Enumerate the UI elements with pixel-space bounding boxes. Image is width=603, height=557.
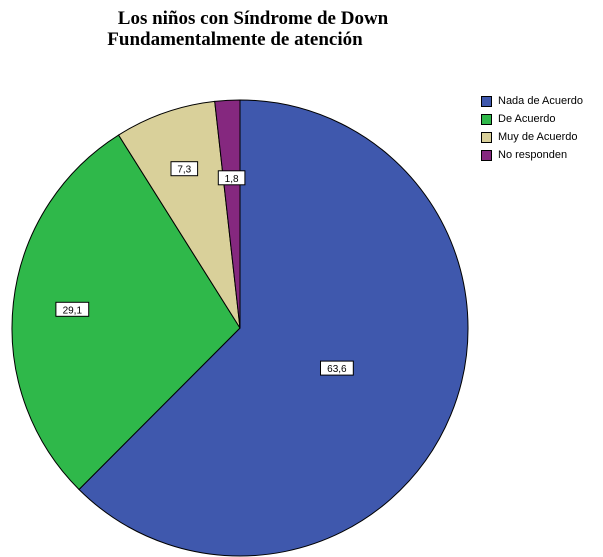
legend-label: No responden <box>498 149 568 161</box>
legend-label: Muy de Acuerdo <box>498 131 578 143</box>
data-label-muy-de-acuerdo: 7,3 <box>170 161 199 177</box>
legend-item-muy-de-acuerdo: Muy de Acuerdo <box>481 128 583 146</box>
svg-text:1,8: 1,8 <box>225 174 239 185</box>
svg-text:63,6: 63,6 <box>327 364 347 375</box>
legend-item-no-responden: No responden <box>481 146 583 164</box>
pie-slice-muy-de-acuerdo <box>117 100 241 329</box>
chart-title-line-1: Los niños con Síndrome de Down <box>117 8 389 29</box>
chart-title-line-2: Fundamentalmente de atención <box>107 29 363 50</box>
data-label-no-responden: 1,8 <box>217 170 246 186</box>
data-label-de-acuerdo: 29,1 <box>55 301 90 317</box>
legend-swatch <box>481 113 492 125</box>
legend-label: Nada de Acuerdo <box>498 95 584 107</box>
pie-slice-de-acuerdo <box>11 134 241 491</box>
legend-label: De Acuerdo <box>498 113 556 125</box>
data-label-nada-de-acuerdo: 63,6 <box>320 360 354 376</box>
legend-swatch <box>481 149 492 161</box>
legend-swatch <box>481 95 492 107</box>
legend-item-nada-de-acuerdo: Nada de Acuerdo <box>481 92 583 110</box>
svg-text:29,1: 29,1 <box>63 305 83 316</box>
chart-legend: Nada de Acuerdo De Acuerdo Muy de Acuerdo N… <box>481 92 583 164</box>
pie-slice-nada-de-acuerdo <box>78 99 469 557</box>
chart-title: Los niños con Síndrome de Down Fundament… <box>0 8 470 50</box>
legend-item-de-acuerdo: De Acuerdo <box>481 110 583 128</box>
legend-swatch <box>481 131 492 143</box>
pie-slice-no-responden <box>214 99 241 329</box>
svg-text:7,3: 7,3 <box>177 165 191 176</box>
